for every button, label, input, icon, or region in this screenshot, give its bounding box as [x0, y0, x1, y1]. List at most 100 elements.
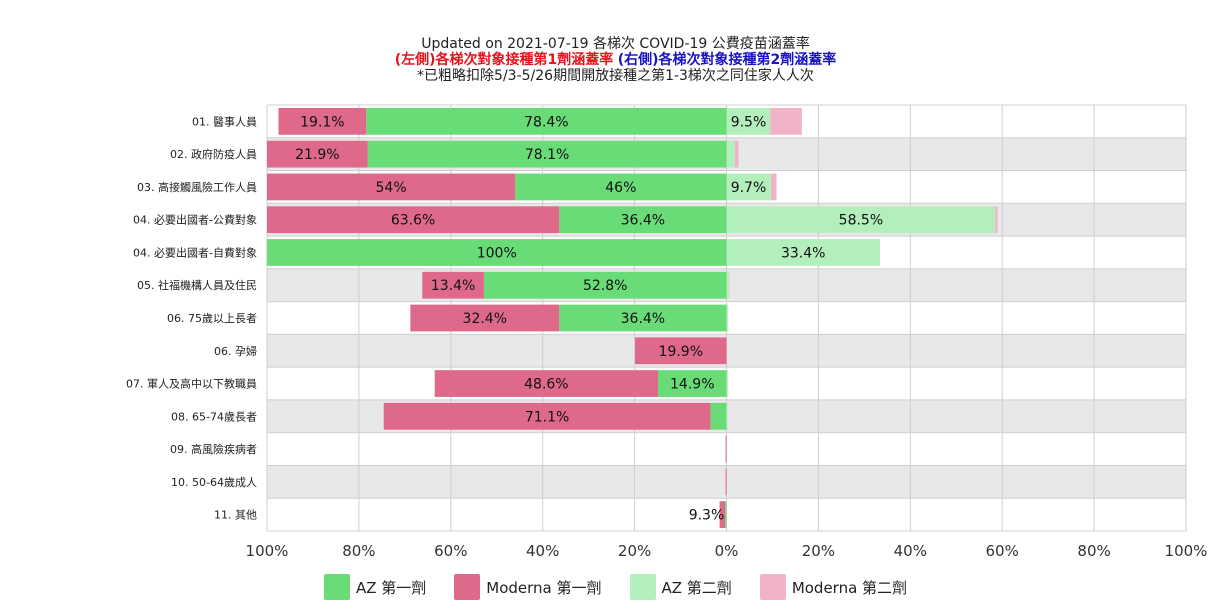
data-label-az-dose2: 9.7% — [731, 180, 767, 196]
data-label-az-dose2: 9.5% — [731, 114, 767, 130]
data-label-moderna-dose1: 71.1% — [525, 409, 569, 425]
bar-az-dose2 — [726, 271, 729, 299]
legend-label: AZ 第一劑 — [355, 578, 427, 597]
data-label-moderna-dose1: 54% — [376, 180, 407, 196]
data-label-az-dose1: 78.1% — [525, 147, 569, 163]
bar-moderna-dose2 — [771, 173, 777, 201]
bar-moderna-dose1 — [278, 108, 367, 135]
legend-label: Moderna 第二劑 — [791, 578, 908, 597]
bar-az-dose1 — [725, 501, 727, 528]
legend-label: AZ 第二劑 — [661, 578, 732, 597]
data-label-az-dose1: 52.8% — [583, 278, 627, 294]
bar-moderna-dose2 — [734, 140, 739, 168]
chart-footnote: *已粗略扣除5/3-5/26期間開放接種之第1-3梯次之同住家人人次 — [417, 68, 814, 84]
data-label-az-dose1: 100% — [477, 245, 517, 261]
legend-swatch — [454, 574, 481, 600]
bar-az-dose1 — [267, 239, 727, 266]
legend-item[interactable]: AZ 第二劑 — [629, 574, 732, 600]
x-tick-label: 60% — [434, 542, 467, 560]
bar-moderna-dose2 — [995, 206, 998, 234]
bar-az-dose2 — [726, 239, 880, 266]
data-label-az-dose2: 33.4% — [781, 245, 825, 261]
category-label: 11. 其他 — [214, 509, 257, 522]
x-tick-label: 20% — [618, 542, 651, 560]
bar-az-dose1 — [367, 140, 727, 168]
x-tick-label: 60% — [986, 542, 1019, 560]
category-label: 08. 65-74歲長者 — [171, 409, 257, 423]
category-label: 06. 75歲以上長者 — [167, 311, 257, 325]
legend-label: Moderna 第一劑 — [486, 578, 602, 597]
legend-swatch — [323, 574, 350, 600]
x-tick-label: 0% — [715, 542, 739, 560]
x-tick-label: 40% — [526, 542, 559, 560]
chart-legend: AZ 第一劑 Moderna 第一劑 AZ 第二劑 Moderna 第二劑 — [0, 574, 1231, 600]
bar-az-dose2 — [726, 140, 735, 168]
bar-az-dose2 — [726, 173, 772, 201]
bar-moderna-dose1 — [725, 435, 727, 463]
data-label-az-dose1: 36.4% — [621, 213, 665, 229]
category-label: 09. 高風險疾病者 — [170, 442, 257, 456]
x-tick-label: 40% — [894, 542, 927, 560]
bar-moderna-dose1 — [267, 206, 560, 234]
data-label-moderna-dose1: 19.1% — [300, 114, 344, 130]
bar-moderna-dose1 — [719, 501, 726, 528]
data-label-moderna-dose1: 13.4% — [431, 278, 475, 294]
data-label-az-dose1: 46% — [605, 180, 636, 196]
data-label-az-dose2: 58.5% — [839, 213, 883, 229]
bar-moderna-dose1 — [383, 402, 711, 430]
bar-az-dose1 — [483, 271, 727, 299]
data-label-other-row: 9.3% — [689, 508, 725, 524]
category-label: 03. 高接觸風險工作人員 — [137, 180, 257, 194]
bar-moderna-dose1 — [434, 370, 659, 397]
coverage-bar-chart: 100% 80% 60% 40% 20% 0% 20% 40% 60% 80% 100% 01. 醫事… — [126, 104, 1208, 560]
data-label-moderna-dose1: 63.6% — [391, 213, 435, 229]
bar-moderna-dose1 — [410, 304, 560, 332]
category-label: 10. 50-64歲成人 — [171, 475, 257, 489]
x-tick-label: 80% — [1077, 542, 1110, 560]
bar-moderna-dose1 — [267, 140, 368, 168]
bar-moderna-dose1 — [267, 173, 516, 201]
legend-item[interactable]: Moderna 第一劑 — [454, 574, 602, 600]
data-label-moderna-dose1: 19.9% — [659, 344, 703, 360]
chart-subtitle-sides: (左側)各梯次對象接種第1劑涵蓋率 (右側)各梯次對象接種第2劑涵蓋率 — [0, 52, 1231, 68]
legend-swatch — [629, 574, 656, 600]
x-tick-label: 100% — [246, 542, 289, 560]
bar-moderna-dose1 — [422, 271, 484, 299]
data-label-az-dose1: 78.4% — [524, 114, 568, 130]
data-label-moderna-dose1: 21.9% — [295, 147, 339, 163]
bar-az-dose1 — [710, 402, 727, 430]
category-label: 07. 軍人及高中以下教職員 — [126, 377, 257, 391]
legend-swatch — [759, 574, 786, 600]
bar-az-dose1 — [559, 206, 727, 234]
legend-item[interactable]: AZ 第一劑 — [323, 574, 427, 600]
bar-az-dose1 — [559, 304, 727, 332]
data-label-moderna-dose1: 32.4% — [463, 311, 507, 327]
bar-az-dose2 — [726, 108, 771, 135]
bar-az-dose2 — [726, 402, 728, 430]
bar-moderna-dose2 — [770, 108, 802, 135]
category-label: 04. 必要出國者-公費對象 — [133, 213, 257, 227]
left-side-caption: (左側)各梯次對象接種第1劑涵蓋率 — [394, 52, 614, 68]
bar-az-dose2 — [726, 304, 728, 332]
x-tick-label: 20% — [802, 542, 835, 560]
chart-titles: Updated on 2021-07-19 各梯次 COVID-19 公費疫苗涵… — [0, 36, 1231, 84]
category-label: 06. 孕婦 — [214, 344, 257, 358]
bar-az-dose2 — [726, 206, 996, 234]
category-label: 05. 社福機構人員及住民 — [137, 278, 257, 292]
category-label: 04. 必要出國者-自費對象 — [133, 245, 257, 259]
bar-moderna-dose1 — [725, 468, 727, 496]
bar-az-dose1 — [515, 173, 727, 201]
bar-moderna-dose1 — [635, 337, 727, 365]
right-side-caption: (右側)各梯次對象接種第2劑涵蓋率 — [617, 52, 837, 68]
x-tick-label: 100% — [1165, 542, 1208, 560]
category-label: 02. 政府防疫人員 — [170, 147, 257, 161]
chart-title: Updated on 2021-07-19 各梯次 COVID-19 公費疫苗涵… — [421, 36, 810, 52]
x-tick-label: 80% — [342, 542, 375, 560]
legend-item[interactable]: Moderna 第二劑 — [759, 574, 908, 600]
bar-az-dose2 — [726, 370, 728, 397]
bar-az-dose1 — [658, 370, 727, 397]
bar-az-dose1 — [366, 108, 727, 135]
data-label-az-dose1: 14.9% — [670, 377, 714, 393]
data-label-moderna-dose1: 48.6% — [524, 377, 568, 393]
data-label-az-dose1: 36.4% — [621, 311, 665, 327]
